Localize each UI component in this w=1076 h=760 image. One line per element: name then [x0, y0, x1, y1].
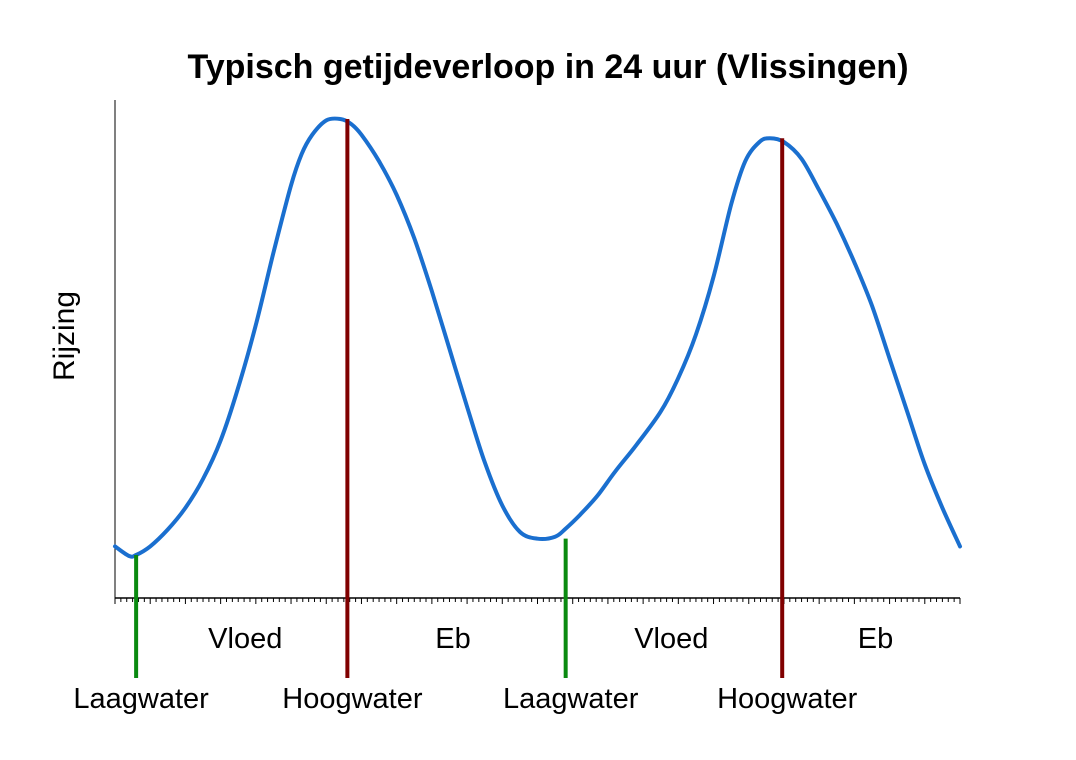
label-layer: Laagwater Hoogwater Laagwater HoogwaterVloe…: [73, 623, 893, 715]
axes: [114, 100, 960, 599]
low-water-label: Laagwater: [73, 683, 209, 715]
low-water-label: Laagwater: [503, 683, 639, 715]
chart-title: Typisch getijdeverloop in 24 uur (Vlissi…: [187, 48, 908, 86]
tide-curve: [113, 116, 962, 559]
marker-layer: [134, 118, 785, 678]
ebb-label: Eb: [858, 623, 893, 655]
x-axis-ticks: [114, 598, 961, 604]
flood-label: Vloed: [634, 623, 708, 655]
ebb-label: Eb: [435, 623, 470, 655]
curve-layer: [113, 116, 962, 559]
flood-label: Vloed: [208, 623, 282, 655]
high-water-label: Hoogwater: [717, 683, 858, 715]
high-water-label: Hoogwater: [282, 683, 423, 715]
y-axis-label: Rijzing: [48, 291, 81, 381]
